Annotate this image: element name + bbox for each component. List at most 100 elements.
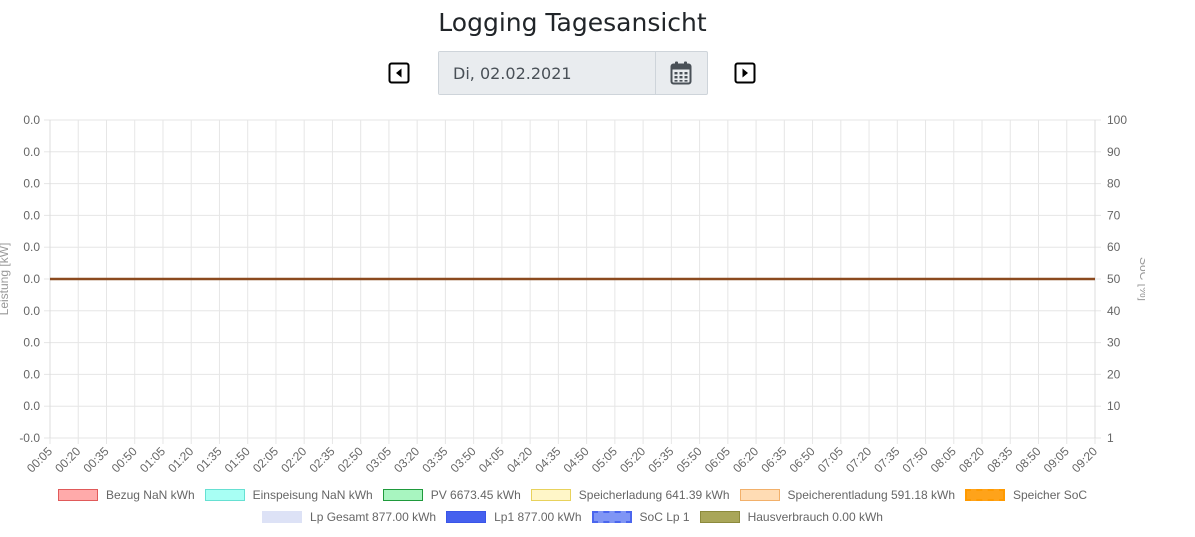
x-tick-label: 00:50 xyxy=(109,444,140,475)
x-tick-label: 03:20 xyxy=(391,444,422,475)
y2-tick-label: 1 xyxy=(1107,431,1114,445)
x-tick-label: 03:05 xyxy=(363,444,394,475)
x-tick-label: 01:35 xyxy=(193,444,224,475)
x-tick-label: 02:50 xyxy=(335,444,366,475)
x-tick-label: 06:05 xyxy=(702,444,733,475)
x-tick-label: 07:05 xyxy=(815,444,846,475)
page-title: Logging Tagesansicht xyxy=(438,8,707,37)
x-tick-label: 00:05 xyxy=(24,444,55,475)
caret-right-square-icon xyxy=(734,62,756,84)
chart-legend: Bezug NaN kWh Einspeisung NaN kWh PV 6673.… xyxy=(0,484,1145,528)
x-tick-label: 07:35 xyxy=(871,444,902,475)
x-tick-label: 07:50 xyxy=(900,444,931,475)
y-tick-label: 0.0 xyxy=(23,304,40,318)
x-tick-label: 08:35 xyxy=(984,444,1015,475)
legend-item[interactable]: Bezug NaN kWh xyxy=(57,488,195,502)
x-tick-label: 03:35 xyxy=(419,444,450,475)
x-tick-label: 07:20 xyxy=(843,444,874,475)
y-tick-label: 0.0 xyxy=(23,399,40,413)
x-tick-label: 02:35 xyxy=(306,444,337,475)
legend-item[interactable]: Lp Gesamt 877.00 kWh xyxy=(262,510,436,524)
legend-item[interactable]: PV 6673.45 kWh xyxy=(382,488,521,502)
legend-item[interactable]: SoC Lp 1 xyxy=(591,510,690,524)
x-tick-label: 06:35 xyxy=(758,444,789,475)
legend-item[interactable]: Speicherentladung 591.18 kWh xyxy=(739,488,955,502)
legend-row: Lp Gesamt 877.00 kWh Lp1 877.00 kWh SoC Lp… xyxy=(0,506,1145,528)
y2-tick-label: 80 xyxy=(1107,177,1121,191)
x-tick-label: 05:35 xyxy=(645,444,676,475)
legend-swatch xyxy=(382,489,423,501)
previous-day-button[interactable] xyxy=(388,62,410,84)
legend-label: Bezug NaN kWh xyxy=(105,488,195,502)
y2-tick-label: 40 xyxy=(1107,304,1121,318)
y2-tick-label: 100 xyxy=(1107,113,1127,127)
x-tick-label: 04:05 xyxy=(476,444,507,475)
x-tick-label: 02:05 xyxy=(250,444,281,475)
x-tick-label: 04:35 xyxy=(532,444,563,475)
next-day-button[interactable] xyxy=(734,62,756,84)
x-tick-label: 08:20 xyxy=(956,444,987,475)
y-tick-label: 0.0 xyxy=(23,208,40,222)
legend-item[interactable]: Einspeisung NaN kWh xyxy=(204,488,373,502)
legend-swatch xyxy=(965,489,1005,501)
y2-tick-label: 30 xyxy=(1107,336,1121,350)
calendar-icon xyxy=(670,61,692,85)
x-tick-label: 08:50 xyxy=(1013,444,1044,475)
caret-left-square-icon xyxy=(388,62,410,84)
x-tick-label: 08:05 xyxy=(928,444,959,475)
legend-swatch xyxy=(591,511,632,523)
x-tick-label: 05:05 xyxy=(589,444,620,475)
x-tick-label: 00:35 xyxy=(80,444,111,475)
y-tick-label: 0.0 xyxy=(23,113,40,127)
legend-label: Lp1 877.00 kWh xyxy=(494,510,582,524)
y2-axis-title: SoC [%] xyxy=(1137,257,1145,301)
y-tick-label: 0.0 xyxy=(23,177,40,191)
legend-label: Speicherladung 641.39 kWh xyxy=(578,488,730,502)
legend-swatch xyxy=(262,511,303,523)
y2-tick-label: 70 xyxy=(1107,208,1121,222)
y-tick-label: 0.0 xyxy=(23,240,40,254)
x-tick-label: 01:05 xyxy=(137,444,168,475)
y-tick-label: 0.0 xyxy=(23,272,40,286)
x-tick-label: 01:20 xyxy=(165,444,196,475)
legend-label: Einspeisung NaN kWh xyxy=(252,488,373,502)
x-tick-label: 05:50 xyxy=(674,444,705,475)
legend-item[interactable]: Hausverbrauch 0.00 kWh xyxy=(699,510,883,524)
y-tick-label: 0.0 xyxy=(23,145,40,159)
x-tick-label: 03:50 xyxy=(448,444,479,475)
y-tick-label: -0.0 xyxy=(19,431,40,445)
y2-tick-label: 50 xyxy=(1107,272,1121,286)
y2-tick-label: 60 xyxy=(1107,240,1121,254)
x-tick-label: 06:20 xyxy=(730,444,761,475)
legend-item[interactable]: Speicherladung 641.39 kWh xyxy=(530,488,730,502)
y2-tick-label: 90 xyxy=(1107,145,1121,159)
legend-label: Hausverbrauch 0.00 kWh xyxy=(747,510,883,524)
x-tick-label: 04:20 xyxy=(504,444,535,475)
legend-swatch xyxy=(57,489,98,501)
x-tick-label: 01:50 xyxy=(222,444,253,475)
legend-swatch xyxy=(739,489,780,501)
x-tick-label: 04:50 xyxy=(561,444,592,475)
x-tick-label: 05:20 xyxy=(617,444,648,475)
legend-label: Speicherentladung 591.18 kWh xyxy=(787,488,955,502)
y2-tick-label: 10 xyxy=(1107,399,1121,413)
y-axis-title: Leistung [kW] xyxy=(0,243,11,316)
y2-tick-label: 20 xyxy=(1107,367,1121,381)
legend-item[interactable]: Speicher SoC xyxy=(965,488,1087,502)
date-input[interactable] xyxy=(439,52,655,94)
x-tick-label: 09:20 xyxy=(1069,444,1100,475)
y-tick-label: 0.0 xyxy=(23,367,40,381)
calendar-button[interactable] xyxy=(655,52,706,94)
legend-label: Speicher SoC xyxy=(1013,488,1088,502)
legend-swatch xyxy=(446,511,487,523)
y-tick-label: 0.0 xyxy=(23,336,40,350)
x-tick-label: 09:05 xyxy=(1041,444,1072,475)
date-picker xyxy=(438,51,708,95)
legend-swatch xyxy=(204,489,245,501)
legend-row: Bezug NaN kWh Einspeisung NaN kWh PV 6673.… xyxy=(0,484,1145,506)
legend-item[interactable]: Lp1 877.00 kWh xyxy=(446,510,582,524)
x-tick-label: 02:20 xyxy=(278,444,309,475)
legend-swatch xyxy=(699,511,740,523)
legend-label: SoC Lp 1 xyxy=(639,510,690,524)
legend-swatch xyxy=(530,489,571,501)
